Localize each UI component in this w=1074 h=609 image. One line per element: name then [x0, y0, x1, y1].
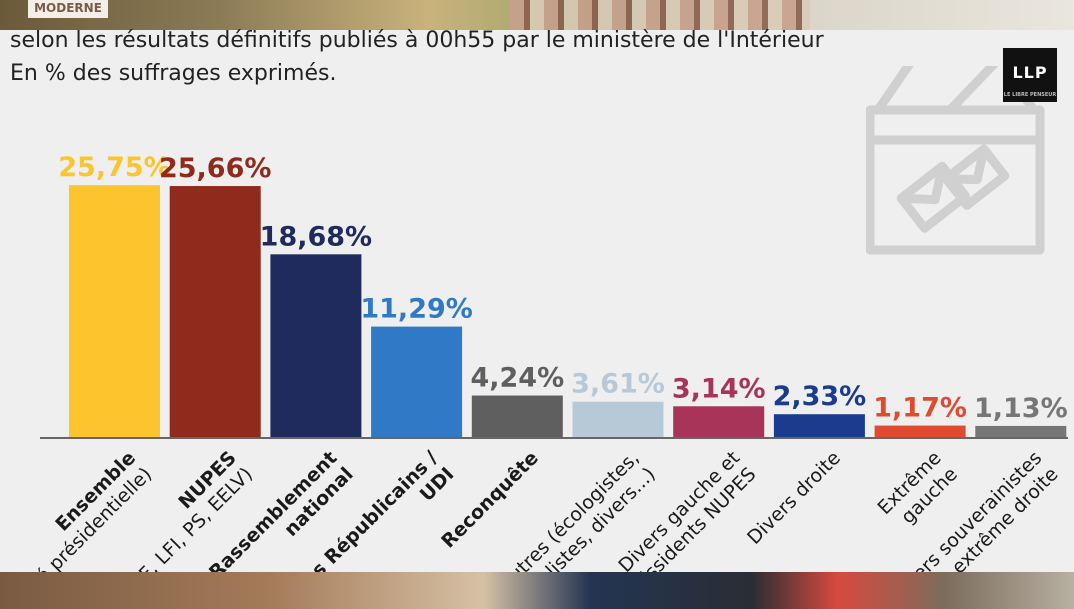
bar-6	[572, 401, 664, 437]
tick-label-1: Ensemble(Majorité présidentielle)	[0, 447, 156, 572]
bar-4	[371, 326, 463, 437]
data-label-6: 3,61%	[571, 369, 665, 400]
channel-logo: LLP LE LIBRE PENSEUR	[1003, 48, 1057, 102]
logo-text: LLP	[1012, 63, 1048, 82]
bar-1	[69, 185, 160, 437]
data-label-7: 3,14%	[672, 373, 766, 404]
data-label-5: 4,24%	[470, 363, 564, 394]
bar-3	[270, 254, 362, 437]
bar-9	[874, 425, 966, 437]
data-label-9: 1,17%	[873, 393, 967, 424]
chart-panel: selon les résultats définitifs publiés à…	[0, 28, 1074, 572]
tick-label-8: Divers droite	[743, 447, 845, 549]
bar-10	[975, 425, 1067, 437]
chart-subtitle-unit: En % des suffrages exprimés.	[10, 61, 337, 86]
data-label-1: 25,75%	[58, 152, 170, 183]
bar-5	[471, 395, 563, 437]
data-label-4: 11,29%	[360, 294, 472, 325]
background-sign: MODERNE	[28, 0, 108, 18]
bar-7	[673, 406, 765, 437]
video-background-top: MODERNE	[0, 0, 1074, 30]
data-label-3: 18,68%	[260, 221, 372, 252]
results-bar-chart: 25,75% Ensemble(Majorité présidentielle) 2…	[0, 152, 1068, 572]
bar-8	[773, 414, 865, 437]
background-thumbnails	[510, 0, 810, 30]
ballot-box-icon	[866, 66, 1045, 255]
logo-subtext: LE LIBRE PENSEUR	[1003, 92, 1057, 98]
video-background-bottom	[0, 572, 1074, 609]
tick-label-5: Reconquête	[437, 447, 543, 553]
data-label-10: 1,13%	[974, 393, 1068, 424]
data-label-8: 2,33%	[773, 381, 867, 412]
chart-subtitle-source: selon les résultats définitifs publiés à…	[10, 28, 824, 53]
bar-2	[169, 186, 261, 437]
tick-label-9: Extrêmegauche	[874, 447, 962, 535]
data-label-2: 25,66%	[159, 153, 271, 184]
